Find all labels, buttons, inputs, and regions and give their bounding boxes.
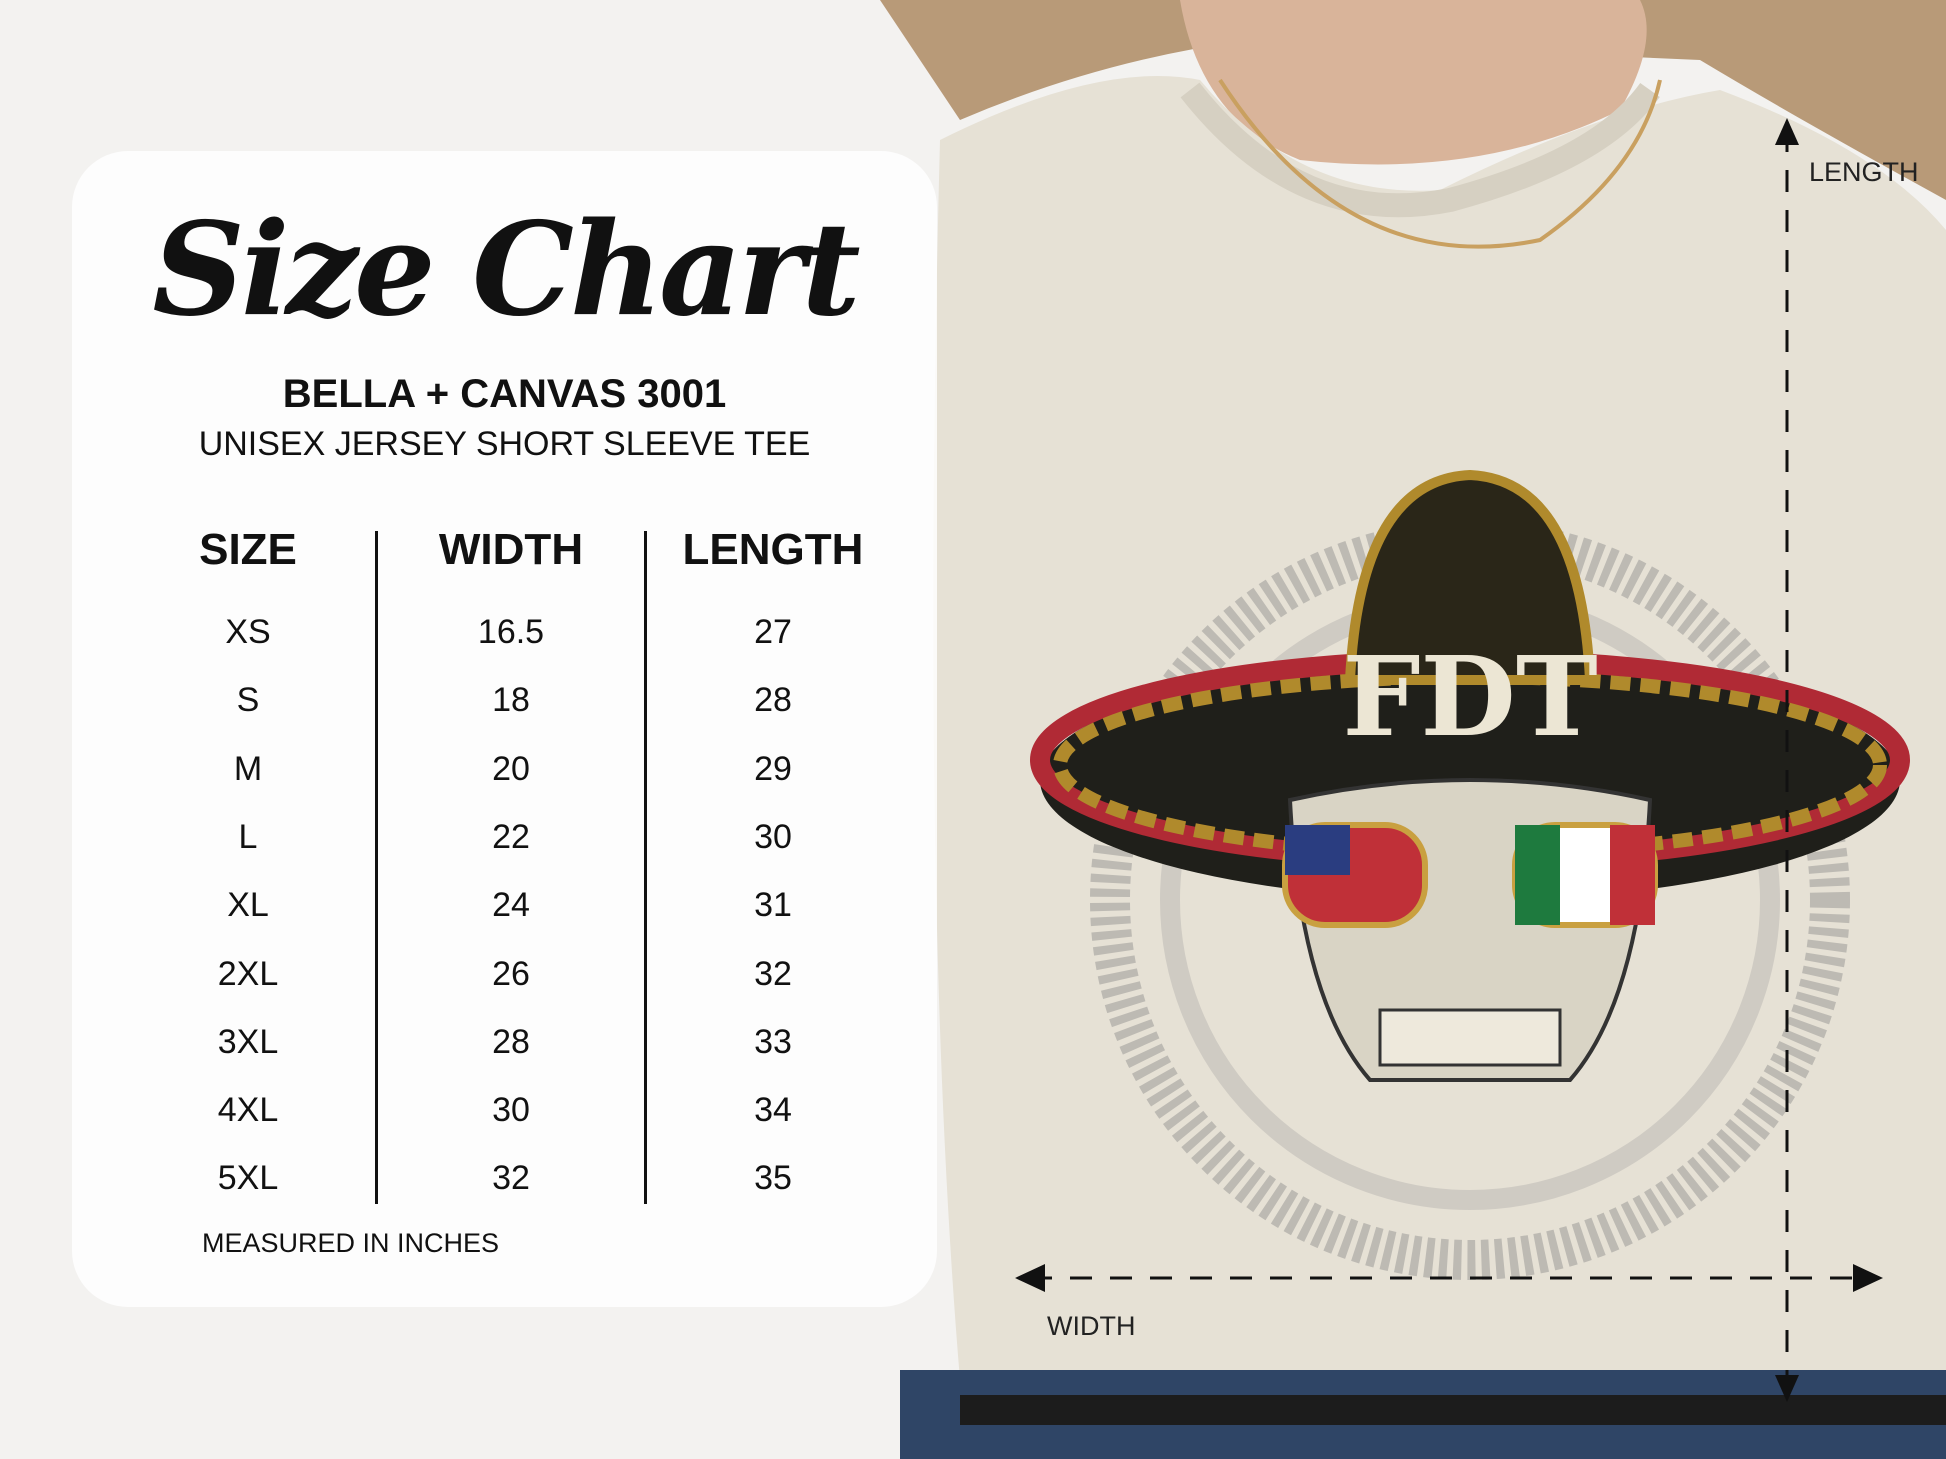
length-cell: 31	[754, 886, 792, 925]
header-length: LENGTH	[682, 525, 864, 574]
svg-text:FDT: FDT	[1342, 632, 1597, 761]
chart-title: Size Chart	[152, 195, 860, 345]
width-cell: 22	[492, 817, 530, 856]
length-cell: 34	[754, 1091, 792, 1130]
width-cell: 30	[492, 1091, 530, 1130]
length-arrow	[1775, 118, 1799, 1402]
width-cell: 26	[492, 954, 530, 993]
product-name: UNISEX JERSEY SHORT SLEEVE TEE	[198, 425, 811, 463]
brand-name: BELLA + CANVAS 3001	[282, 372, 727, 416]
length-cell: 32	[754, 954, 792, 993]
size-chart-card	[72, 151, 937, 1307]
skull-sombrero-graphic: FDT	[1030, 469, 1910, 1280]
size-cell: 4XL	[217, 1091, 279, 1130]
size-cell: 2XL	[217, 954, 279, 993]
size-cell: XL	[227, 886, 269, 925]
length-cell: 35	[754, 1159, 792, 1198]
length-label: LENGTH	[1809, 157, 1919, 187]
column-divider	[644, 531, 647, 1204]
size-cell: 3XL	[217, 1022, 279, 1061]
width-cell: 24	[492, 886, 530, 925]
footnote: MEASURED IN INCHES	[202, 1228, 500, 1258]
column-divider	[375, 531, 378, 1204]
width-arrow	[1015, 1264, 1883, 1292]
size-cell: M	[233, 749, 263, 788]
length-cell: 30	[754, 817, 792, 856]
length-cell: 33	[754, 1022, 792, 1061]
width-cell: 20	[492, 749, 530, 788]
header-width: WIDTH	[438, 525, 584, 574]
size-cell: XS	[225, 613, 271, 651]
length-cell: 29	[754, 749, 792, 788]
size-cell: L	[238, 817, 258, 856]
width-cell: 18	[492, 681, 530, 720]
width-label: WIDTH	[1047, 1311, 1136, 1341]
width-cell: 28	[492, 1022, 530, 1061]
size-cell: 5XL	[217, 1159, 279, 1198]
header-size: SIZE	[199, 525, 297, 574]
width-cell: 16.5	[477, 613, 545, 651]
length-cell: 27	[754, 613, 792, 651]
length-cell: 28	[754, 681, 792, 720]
width-cell: 32	[492, 1159, 530, 1198]
size-cell: S	[236, 681, 260, 720]
